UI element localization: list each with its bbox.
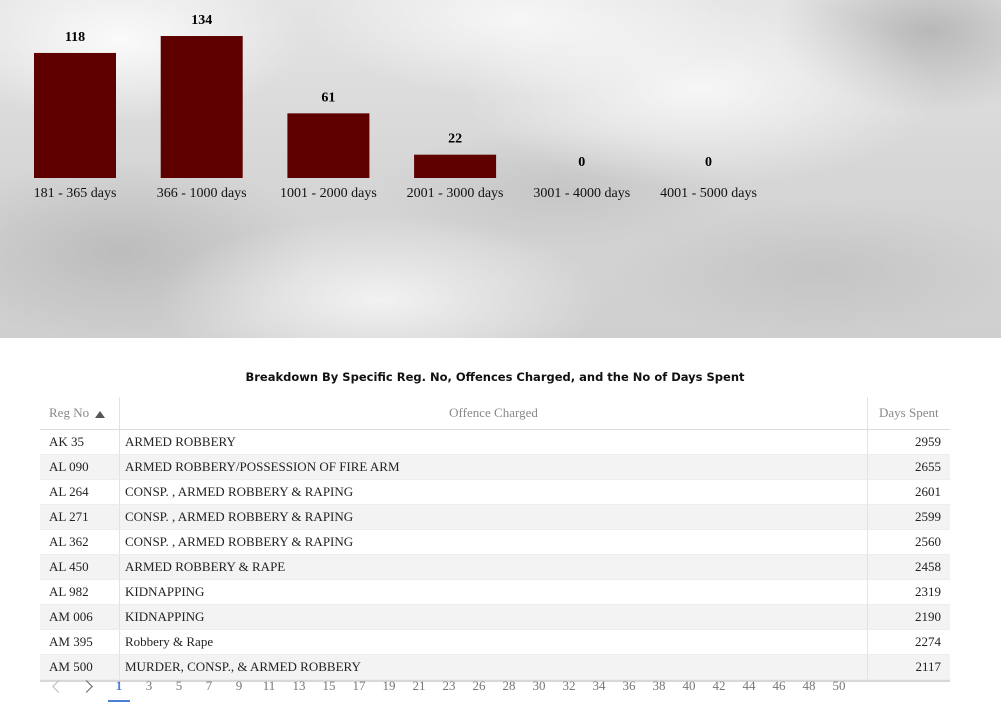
category-label: 4001 - 5000 days: [660, 186, 757, 201]
table-row[interactable]: AL 362 CONSP. , ARMED ROBBERY & RAPING 256…: [40, 530, 950, 555]
table-row[interactable]: AL 264 CONSP. , ARMED ROBBERY & RAPING 260…: [40, 480, 950, 505]
cell-offence: ARMED ROBBERY/POSSESSION OF FIRE ARM: [120, 455, 868, 479]
page-3-link[interactable]: 3: [145, 678, 153, 693]
page-11-link[interactable]: 11: [262, 678, 276, 693]
cell-offence: Robbery & Rape: [120, 630, 868, 654]
cell-offence: MURDER, CONSP., & ARMED ROBBERY: [120, 655, 868, 679]
page-23-link[interactable]: 23: [442, 678, 456, 693]
data-table: Reg No Offence Charged Days Spent AK 35 A…: [40, 397, 950, 682]
bar-value-label: 0: [705, 155, 712, 170]
header-reg-no[interactable]: Reg No: [40, 397, 120, 429]
cell-days-spent: 2190: [915, 609, 941, 624]
page-15-link[interactable]: 15: [322, 678, 336, 693]
cell-days-spent: 2599: [915, 509, 941, 524]
cell-reg-no: AL 271: [40, 505, 120, 529]
page-9-link[interactable]: 9: [235, 678, 243, 693]
page-48-link[interactable]: 48: [802, 678, 816, 693]
table-header: Reg No Offence Charged Days Spent: [40, 397, 950, 430]
cell-reg-no: AM 500: [40, 655, 120, 679]
cell-offence: KIDNAPPING: [120, 580, 868, 604]
cell-reg-no: AL 362: [40, 530, 120, 554]
cell-reg-no: AL 982: [40, 580, 120, 604]
page-40-link[interactable]: 40: [682, 678, 696, 693]
cell-offence: ARMED ROBBERY & RAPE: [120, 555, 868, 579]
bar[interactable]: [34, 52, 116, 178]
table-row[interactable]: AM 500 MURDER, CONSP., & ARMED ROBBERY 211…: [40, 655, 950, 680]
bar-value-label: 61: [321, 90, 335, 105]
page-46-link[interactable]: 46: [772, 678, 786, 693]
cell-days-spent: 2655: [915, 459, 941, 474]
table-row[interactable]: AK 35 ARMED ROBBERY 2959: [40, 430, 950, 455]
next-page-icon[interactable]: [80, 680, 93, 693]
cell-reg-no: AM 395: [40, 630, 120, 654]
cell-offence: CONSP. , ARMED ROBBERY & RAPING: [120, 480, 868, 504]
cell-days-spent: 2117: [915, 659, 941, 674]
page-13-link[interactable]: 13: [292, 678, 306, 693]
active-page-indicator: [108, 700, 130, 702]
bar[interactable]: [160, 36, 243, 178]
table-row[interactable]: AL 090 ARMED ROBBERY/POSSESSION OF FIRE A…: [40, 455, 950, 480]
bar[interactable]: [287, 113, 370, 178]
cell-days-spent: 2601: [915, 484, 941, 499]
bar-value-label: 134: [191, 13, 212, 28]
bar-value-label: 22: [448, 132, 462, 147]
page-21-link[interactable]: 21: [412, 678, 426, 693]
chart-panel: 118 181 - 365 days 134 366 - 1000 days 61 100…: [0, 0, 1001, 338]
category-label: 3001 - 4000 days: [533, 186, 630, 201]
page-50-link[interactable]: 50: [832, 678, 846, 693]
table-row[interactable]: AM 395 Robbery & Rape 2274: [40, 630, 950, 655]
page-17-link[interactable]: 17: [352, 678, 366, 693]
header-days-spent[interactable]: Days Spent: [868, 397, 950, 429]
cell-reg-no: AL 090: [40, 455, 120, 479]
table-row[interactable]: AM 006 KIDNAPPING 2190: [40, 605, 950, 630]
cell-offence: CONSP. , ARMED ROBBERY & RAPING: [120, 530, 868, 554]
page-30-link[interactable]: 30: [532, 678, 546, 693]
cell-offence: KIDNAPPING: [120, 605, 868, 629]
bar-chart: 118 181 - 365 days 134 366 - 1000 days 61 100…: [34, 13, 757, 201]
page-1-link[interactable]: 1: [115, 678, 123, 693]
cell-days-spent: 2274: [915, 634, 941, 649]
page-5-link[interactable]: 5: [175, 678, 183, 693]
table-row[interactable]: AL 450 ARMED ROBBERY & RAPE 2458: [40, 555, 950, 580]
category-label: 2001 - 3000 days: [407, 186, 504, 201]
table-body: AK 35 ARMED ROBBERY 2959 AL 090 ARMED ROBBER…: [40, 430, 950, 682]
bar-value-label: 0: [578, 155, 585, 170]
previous-page-icon[interactable]: [52, 680, 65, 693]
bar-value-label: 118: [65, 30, 85, 45]
table-row[interactable]: AL 271 CONSP. , ARMED ROBBERY & RAPING 259…: [40, 505, 950, 530]
page-19-link[interactable]: 19: [382, 678, 396, 693]
page-42-link[interactable]: 42: [712, 678, 726, 693]
cell-reg-no: AM 006: [40, 605, 120, 629]
page-36-link[interactable]: 36: [622, 678, 636, 693]
header-reg-no-label: Reg No: [49, 405, 90, 420]
cell-reg-no: AL 264: [40, 480, 120, 504]
cell-offence: ARMED ROBBERY: [120, 430, 868, 454]
cell-days-spent: 2458: [915, 559, 941, 574]
cell-reg-no: AL 450: [40, 555, 120, 579]
category-label: 1001 - 2000 days: [280, 186, 377, 201]
page-28-link[interactable]: 28: [502, 678, 516, 693]
sort-ascending-icon[interactable]: [95, 410, 106, 418]
cell-days-spent: 2560: [915, 534, 941, 549]
cell-offence: CONSP. , ARMED ROBBERY & RAPING: [120, 505, 868, 529]
page-44-link[interactable]: 44: [742, 678, 756, 693]
bar[interactable]: [414, 154, 497, 178]
category-label: 366 - 1000 days: [157, 186, 247, 201]
page-32-link[interactable]: 32: [562, 678, 576, 693]
header-offence-label: Offence Charged: [449, 405, 538, 420]
page-34-link[interactable]: 34: [592, 678, 606, 693]
header-days-label: Days Spent: [879, 405, 939, 420]
cell-reg-no: AK 35: [40, 430, 120, 454]
table-row[interactable]: AL 982 KIDNAPPING 2319: [40, 580, 950, 605]
pagination: 1 3 5 7 9 11 13 15 17 19 21 23 26 28 30 32 34 36 38 40 42 44 4…: [40, 674, 950, 704]
category-label: 181 - 365 days: [34, 186, 117, 201]
page-38-link[interactable]: 38: [652, 678, 666, 693]
cell-days-spent: 2959: [915, 434, 941, 449]
page-26-link[interactable]: 26: [472, 678, 486, 693]
table-title: Breakdown By Specific Reg. No, Offences …: [245, 370, 745, 384]
cell-days-spent: 2319: [915, 584, 941, 599]
header-offence-charged[interactable]: Offence Charged: [120, 397, 868, 429]
page-7-link[interactable]: 7: [205, 678, 213, 693]
